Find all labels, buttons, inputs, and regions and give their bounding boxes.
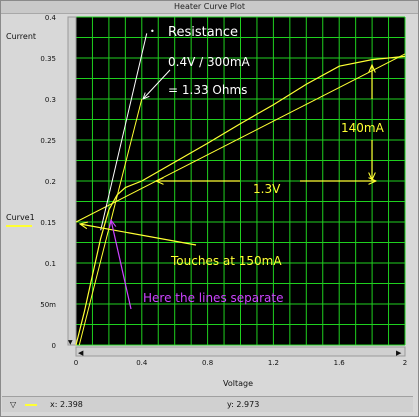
- y-tick-label: 0.15: [40, 219, 56, 227]
- annotation-resistance-title: Resistance: [168, 25, 238, 40]
- legend-label: Curve1: [6, 213, 35, 222]
- y-tick-label: 0.1: [45, 260, 56, 268]
- x-tick-label: 1.6: [334, 359, 346, 367]
- x-axis-label: Voltage: [223, 379, 253, 388]
- annotation-separate-note: Here the lines separate: [143, 291, 283, 305]
- annotation-resistance-result: = 1.33 Ohms: [168, 83, 247, 97]
- series-line: [75, 55, 406, 346]
- down-triangle-icon[interactable]: ▽: [10, 400, 17, 409]
- y-tick-label: 0.3: [45, 96, 56, 104]
- y-axis-label: Current: [6, 32, 37, 41]
- touch-arrow: [80, 224, 197, 246]
- separate-arrow: [111, 220, 132, 310]
- annotation-delta-current: 140mA: [341, 121, 385, 135]
- x-tick-label: 0.8: [202, 359, 213, 367]
- annotation-delta-voltage: 1.3V: [253, 182, 281, 196]
- annotation-touch-note: Touches at 150mA: [170, 254, 282, 268]
- y-tick-label: 0.25: [40, 137, 56, 145]
- tangent-line: [75, 53, 406, 223]
- resistance-slope-line: [100, 33, 148, 231]
- x-tick-label: 0: [74, 359, 78, 367]
- scroll-left-icon: ◀: [78, 349, 84, 357]
- y-tick-label: 0: [52, 342, 56, 350]
- y-tick-label: 0.4: [45, 14, 57, 22]
- y-tick-label: 0.35: [40, 55, 56, 63]
- x-tick-label: 1.2: [268, 359, 279, 367]
- horizontal-scrollbar: [75, 346, 406, 357]
- legend-swatch: [6, 225, 32, 227]
- status-bar: ▽ x: 2.398 y: 2.973: [2, 396, 413, 412]
- y-tick-label: 50m: [40, 301, 56, 309]
- x-tick-label: 2: [403, 359, 407, 367]
- status-swatch: [25, 404, 37, 406]
- y-tick-label: 0.2: [45, 178, 56, 186]
- vertical-scrollbar: [67, 16, 77, 346]
- scroll-down-icon: ▼: [68, 339, 73, 346]
- x-tick-label: 0.4: [136, 359, 148, 367]
- resistance-arrow: [143, 69, 171, 99]
- y-readout: y: 2.973: [227, 400, 260, 409]
- annotation-dot: •: [150, 27, 155, 36]
- annotation-resistance-calc: 0.4V / 300mA: [168, 55, 251, 69]
- window-title: Heater Curve Plot: [1, 1, 418, 14]
- x-readout: x: 2.398: [50, 400, 83, 409]
- scroll-right-icon: ▶: [396, 349, 402, 357]
